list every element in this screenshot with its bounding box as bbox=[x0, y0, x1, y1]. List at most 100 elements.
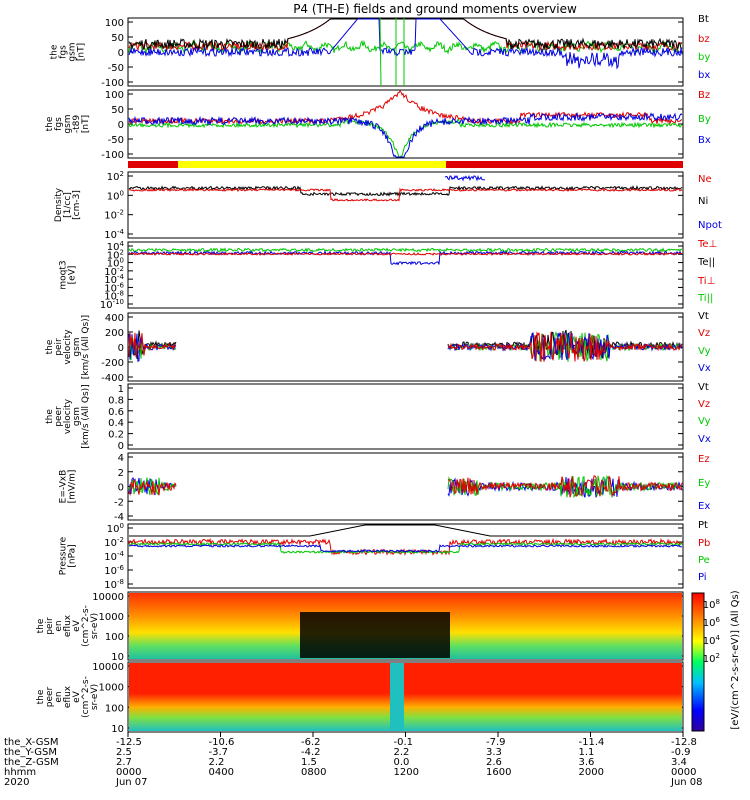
legend-label: Vz bbox=[698, 399, 710, 410]
panel-ylabel: the bbox=[36, 689, 46, 704]
panel-ylabel: -t89 bbox=[72, 115, 82, 134]
x-tick-value: -12.5 bbox=[116, 737, 142, 748]
legend-label: Ni bbox=[698, 196, 708, 207]
y-tick-label: 10-2 bbox=[104, 265, 124, 278]
panel-density: Density [1/cc] [cm-3] 102 100 10-2 10-4 bbox=[54, 170, 684, 241]
panel-peir_velocity: the peir velocity gsm [km/s (All Qs)] 400 200 0… bbox=[45, 312, 684, 384]
legend-label: bx bbox=[698, 70, 710, 81]
panel-ylabel: fgs bbox=[54, 117, 64, 131]
panel-ylabel: velocity bbox=[63, 398, 73, 434]
x-tick-value: 3.4 bbox=[671, 757, 687, 768]
legend-label: Ti⊥ bbox=[697, 276, 715, 287]
panel-ylabel: moqt3 bbox=[59, 260, 69, 289]
panel-ylabel: [nPa] bbox=[68, 544, 78, 567]
y-tick-label: 50 bbox=[111, 33, 124, 44]
x-row-label: the_Y-GSM bbox=[4, 747, 57, 758]
panel-ylabel: peir bbox=[45, 617, 55, 635]
y-tick-label: 0 bbox=[118, 48, 124, 59]
panel-ylabel: sr-eV) bbox=[90, 613, 100, 639]
series-Vt bbox=[128, 330, 177, 360]
y-tick-label: 100 bbox=[105, 18, 124, 29]
panel-frame bbox=[127, 523, 684, 589]
x-row-label: 2020 bbox=[4, 777, 29, 788]
y-tick-label: -2 bbox=[114, 497, 124, 508]
x-row-label: the_Z-GSM bbox=[4, 757, 59, 768]
colorbar-tick: 108 bbox=[703, 598, 720, 611]
panel-ylabel: gsm bbox=[72, 337, 82, 356]
y-tick-label: 10-4 bbox=[104, 228, 124, 241]
panel-ylabel: gsm bbox=[72, 407, 82, 426]
panel-ylabel: fgs bbox=[59, 45, 69, 59]
legend-label: Vt bbox=[698, 382, 709, 393]
x-tick-value: -7.9 bbox=[486, 737, 506, 748]
x-tick-value: -6.2 bbox=[301, 737, 321, 748]
legend-label: by bbox=[698, 52, 710, 63]
y-tick-label: 10-6 bbox=[104, 281, 124, 294]
panel-ylabel: gsm bbox=[68, 42, 78, 61]
series-Pi bbox=[128, 544, 683, 553]
y-tick-label: 104 bbox=[107, 240, 125, 253]
panel-peer_spectrogram: the peer en eflux eV (cm^2-s-sr-eV) 10000 1000 1… bbox=[36, 661, 684, 735]
legend-label: Te|| bbox=[697, 257, 715, 268]
panel-ylabel: [1/cc] bbox=[63, 192, 73, 218]
y-tick-label: -100 bbox=[101, 150, 124, 161]
y-tick-label: 10-4 bbox=[104, 550, 124, 563]
panel-ylabel: gsm bbox=[63, 114, 73, 133]
x-tick-value: 3.3 bbox=[486, 747, 502, 758]
y-tick-label: 10 bbox=[111, 724, 124, 735]
panel-ylabel: the bbox=[36, 618, 46, 633]
panel-ylabel: eV bbox=[72, 690, 82, 703]
panel-frame bbox=[127, 383, 684, 450]
series-bt bbox=[128, 18, 683, 51]
x-tick-value: -0.1 bbox=[394, 737, 414, 748]
y-tick-label: 102 bbox=[107, 170, 124, 183]
series-Ez bbox=[447, 475, 683, 498]
panel-ylabel: en bbox=[54, 620, 64, 631]
x-tick-value: 2.2 bbox=[394, 747, 410, 758]
series-By bbox=[128, 118, 683, 158]
chart-title: P4 (TH-E) fields and ground moments over… bbox=[293, 2, 577, 16]
y-tick-label: 100 bbox=[107, 257, 124, 270]
y-tick-label: 0.8 bbox=[108, 395, 124, 406]
legend-label: Bx bbox=[698, 135, 711, 146]
y-tick-label: 1 bbox=[118, 384, 124, 395]
y-tick-label: 0 bbox=[118, 483, 124, 494]
x-tick-value: Jun 07 bbox=[115, 777, 148, 788]
panel-ylabel: peer bbox=[54, 406, 64, 427]
colorbar-label: [eV/(cm^2-s-sr-eV)] (All Qs) bbox=[730, 590, 741, 729]
y-tick-label: 0.4 bbox=[108, 418, 124, 429]
legend-label: Vx bbox=[698, 434, 711, 445]
y-tick-label: 1000 bbox=[99, 683, 124, 694]
y-tick-label: 200 bbox=[105, 328, 124, 339]
y-tick-label: -50 bbox=[108, 135, 124, 146]
panel-ylabel: [nT] bbox=[77, 43, 87, 61]
y-tick-label: -4 bbox=[114, 512, 124, 523]
legend-label: Npot bbox=[698, 220, 722, 231]
series-Vz bbox=[447, 331, 683, 362]
legend-label: bz bbox=[698, 34, 710, 45]
x-tick-value: 0.0 bbox=[394, 757, 410, 768]
x-tick-value: 0000 bbox=[671, 767, 696, 778]
series-Vx bbox=[447, 332, 683, 361]
y-tick-label: 10-2 bbox=[104, 209, 124, 222]
x-tick-value: 2.6 bbox=[486, 757, 502, 768]
panel-ylabel: (cm^2-s- bbox=[81, 676, 91, 718]
panel-ylabel: eV bbox=[72, 619, 82, 632]
x-tick-value: -12.8 bbox=[671, 737, 697, 748]
series-Vx bbox=[128, 333, 177, 363]
panel-ylabel: E=-VxB bbox=[59, 470, 69, 504]
y-tick-label: 10 bbox=[111, 652, 124, 663]
panel-ylabel: [cm-3] bbox=[72, 190, 82, 220]
panel-ylabel: [nT] bbox=[81, 115, 91, 133]
legend-label: Ex bbox=[698, 501, 710, 512]
x-tick-value: -3.7 bbox=[209, 747, 229, 758]
colorbar-tick: 104 bbox=[703, 634, 721, 647]
x-tick-value: -0.9 bbox=[671, 747, 691, 758]
panel-ylabel: [km/s (All Qs)] bbox=[81, 384, 91, 448]
series-Pt bbox=[129, 524, 682, 537]
y-tick-label: 400 bbox=[105, 313, 124, 324]
y-tick-label: -400 bbox=[101, 373, 124, 384]
panel-ylabel: (cm^2-s- bbox=[81, 605, 91, 647]
y-tick-label: 102 bbox=[107, 248, 124, 261]
